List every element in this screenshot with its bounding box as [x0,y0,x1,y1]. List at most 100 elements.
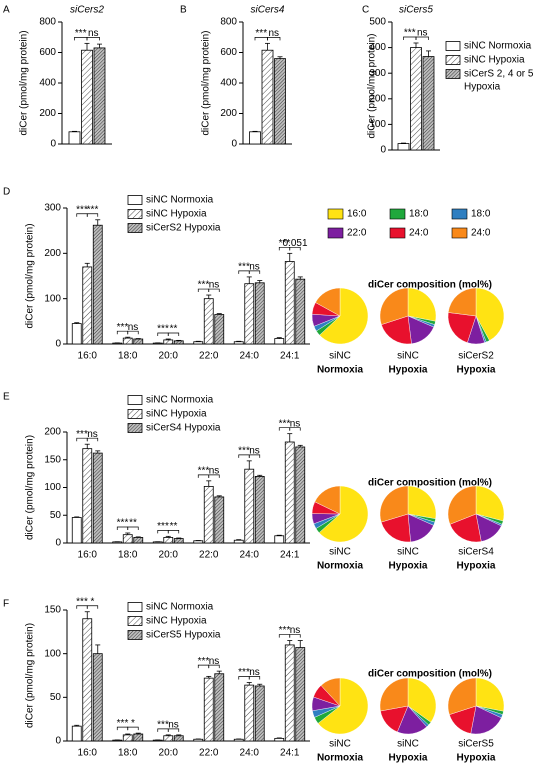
bar [422,56,435,151]
significance-bracket [86,37,100,41]
significance-label: *** [76,204,88,215]
pie-label: Normoxia [317,753,364,764]
y-tick-label: 0 [55,339,61,350]
error-bar [413,42,419,48]
bar [214,673,225,742]
legend-swatch [127,223,143,233]
significance-label: *** [255,28,267,39]
legend-swatch [127,423,143,433]
error-bar [297,276,303,280]
legend-label: siNC Normoxia [146,395,214,406]
significance-bracket [86,213,99,217]
bar [295,647,306,742]
y-tick-label: 300 [369,68,386,79]
significance-label: ns [209,656,220,667]
bar [173,538,184,544]
bar [244,684,255,742]
chart-title: diCer composition (mol%) [368,280,492,291]
error-bar [125,336,131,339]
bar [81,49,93,145]
legend-swatch [327,227,344,239]
significance-label: ns [168,720,179,731]
legend-label: siNC Normoxia [146,195,214,206]
significance-bracket [267,37,281,41]
error-bar [176,734,182,736]
y-tick-label: 400 [220,78,237,89]
error-bar [236,539,242,541]
pie-label: Hypoxia [457,753,496,764]
bar [68,131,81,145]
significance-label: ns [290,418,301,429]
error-bar [95,644,101,654]
significance-label: *** [198,656,210,667]
legend-label: 18:0 [409,209,429,220]
significance-bracket [86,437,99,442]
significance-label: ns [209,465,220,476]
bar [214,314,225,345]
pie-slice [407,677,437,723]
y-tick-label: 200 [220,108,237,119]
error-bar [97,43,102,48]
significance-bracket [415,36,429,40]
bar [122,534,133,544]
bar [274,737,285,742]
significance-bracket [167,332,180,337]
legend-label: siNC Normoxia [464,41,532,52]
bar [92,452,103,544]
legend-label: siNC Hypoxia [146,209,207,220]
significance-bracket [289,634,301,638]
legend-label: siCerS2 Hypoxia [146,223,221,234]
significance-bracket [127,726,139,731]
error-bar [257,683,263,686]
significance-bracket [208,474,220,478]
significance-label: ** [170,324,178,335]
error-bar [135,536,141,538]
pie-slice [447,287,477,317]
bar [261,49,274,145]
legend-label: 24:0 [409,228,429,239]
significance-label: ns [249,446,260,457]
legend-swatch [327,208,344,220]
significance-label: ns [417,28,428,39]
bar [244,468,255,544]
error-bar [265,42,270,51]
bar [193,738,204,742]
significance-label: *** [117,718,129,729]
error-bar [401,142,406,144]
panel-letter: A [3,5,10,16]
legend-swatch [127,616,143,626]
error-bar [84,262,90,267]
pie-label: siCerS2 [458,351,494,362]
bar [254,685,265,742]
legend-label: siCerS5 Hypoxia [146,630,221,641]
legend-label: siNC Hypoxia [464,55,525,66]
bar [410,47,422,151]
x-tick-label: 20:0 [159,550,179,561]
y-tick-label: 800 [220,17,237,28]
bar [71,517,82,544]
error-bar [246,682,252,686]
bar [133,537,144,544]
error-bar [206,675,212,679]
bar [203,677,214,742]
bar [173,340,184,345]
significance-label: *** [117,518,129,529]
significance-label: ** [129,518,137,529]
significance-bracket [127,526,139,531]
significance-bracket [86,605,99,609]
legend-label: siNC Hypoxia [146,409,207,420]
significance-label: *** [87,204,99,215]
significance-label: ns [290,625,301,636]
y-tick-label: 100 [369,119,386,130]
pie-label: siCerS4 [458,547,494,558]
error-bar [84,443,90,449]
significance-label: *** [117,322,129,333]
pie-label: Hypoxia [389,561,428,572]
bar [244,283,255,345]
error-bar [246,460,252,470]
y-tick-label: 300 [44,203,61,214]
bar [284,644,295,742]
bar [193,341,204,345]
x-tick-label: 24:0 [240,351,260,362]
